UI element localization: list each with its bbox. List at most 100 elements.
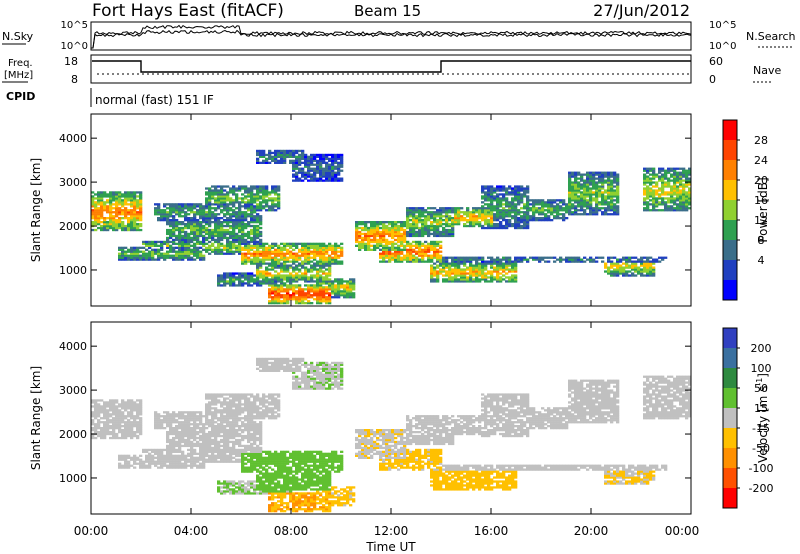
heatmap-cell [472, 258, 476, 261]
heatmap-cell [559, 217, 563, 220]
heatmap-cell [115, 201, 119, 204]
heatmap-cell [361, 228, 365, 232]
heatmap-cell [493, 195, 497, 198]
heatmap-cell [256, 203, 260, 206]
heatmap-cell [121, 466, 125, 469]
heatmap-cell [265, 191, 269, 194]
heatmap-cell [502, 193, 506, 196]
heatmap-cell [103, 415, 107, 418]
heatmap-cell [649, 173, 653, 176]
heatmap-cell [385, 240, 389, 244]
heatmap-cell [448, 280, 452, 283]
heatmap-cell [355, 230, 359, 234]
heatmap-cell [673, 169, 677, 172]
heatmap-cell [283, 153, 287, 157]
heatmap-cell [220, 250, 224, 253]
heatmap-cell [238, 224, 242, 228]
heatmap-cell [316, 284, 320, 287]
heatmap-cell [397, 230, 401, 234]
heatmap-cell [97, 226, 101, 230]
heatmap-cell [223, 203, 227, 206]
heatmap-cell [112, 407, 116, 410]
heatmap-cell [205, 187, 209, 190]
heatmap-cell [106, 221, 110, 224]
heatmap-cell [127, 415, 131, 418]
heatmap-cell [97, 434, 101, 438]
heatmap-cell [271, 276, 275, 279]
heatmap-cell [487, 256, 491, 259]
heatmap-cell [559, 258, 563, 261]
heatmap-cell [214, 193, 218, 196]
heatmap-cell [238, 238, 242, 242]
heatmap-cell [157, 248, 161, 251]
heatmap-cell [289, 256, 293, 259]
heatmap-cell [364, 228, 368, 232]
heatmap-cell [298, 294, 302, 297]
heatmap-cell [259, 240, 263, 244]
heatmap-cell [652, 260, 656, 263]
heatmap-cell [604, 189, 608, 192]
heatmap-cell [304, 284, 308, 287]
heatmap-cell [607, 270, 611, 273]
heatmap-cell [445, 230, 449, 234]
heatmap-cell [682, 189, 686, 192]
heatmap-cell [652, 173, 656, 176]
heatmap-cell [550, 201, 554, 204]
heatmap-cell [124, 258, 128, 261]
heatmap-cell [271, 264, 275, 267]
heatmap-cell [301, 161, 305, 164]
heatmap-cell [277, 252, 281, 255]
heatmap-cell [457, 262, 461, 265]
heatmap-cell [253, 211, 257, 214]
heatmap-cell [685, 193, 689, 196]
heatmap-cell [250, 189, 254, 192]
heatmap-cell [265, 266, 269, 269]
heatmap-cell [304, 266, 308, 269]
heatmap-cell [244, 197, 248, 200]
heatmap-cell [307, 286, 311, 289]
heatmap-cell [325, 282, 329, 285]
heatmap-cell [205, 213, 209, 216]
heatmap-cell [472, 211, 476, 214]
heatmap-cell [250, 274, 254, 277]
heatmap-cell [217, 232, 221, 236]
heatmap-cell [469, 223, 473, 226]
heatmap-cell [295, 171, 299, 174]
heatmap-cell [610, 256, 614, 259]
heatmap-cell [298, 284, 302, 287]
heatmap-cell [178, 234, 182, 238]
heatmap-cell [616, 183, 620, 186]
heatmap-cell [571, 207, 575, 210]
heatmap-cell [304, 161, 308, 164]
heatmap-cell [136, 456, 140, 459]
heatmap-cell [649, 193, 653, 196]
heatmap-cell [91, 197, 95, 200]
heatmap-cell [460, 280, 464, 283]
heatmap-cell [301, 264, 305, 267]
heatmap-cell [136, 195, 140, 198]
heatmap-cell [250, 240, 254, 244]
heatmap-cell [127, 219, 131, 222]
heatmap-cell [172, 258, 176, 261]
heatmap-cell [295, 276, 299, 279]
heatmap-cell [616, 274, 620, 277]
heatmap-cell [565, 211, 569, 214]
heatmap-cell [232, 205, 236, 208]
heatmap-cell [523, 256, 527, 259]
heatmap-cell [646, 167, 650, 170]
heatmap-cell [106, 223, 110, 226]
heatmap-cell [517, 260, 521, 263]
heatmap-cell [247, 223, 251, 226]
heatmap-cell [406, 213, 410, 216]
heatmap-cell [382, 254, 386, 257]
heatmap-cell [571, 183, 575, 186]
heatmap-cell [229, 246, 233, 249]
heatmap-cell [313, 254, 317, 257]
heatmap-cell [298, 171, 302, 174]
heatmap-cell [469, 224, 473, 228]
heatmap-cell [130, 399, 134, 402]
heatmap-cell [649, 167, 653, 170]
heatmap-cell [511, 207, 515, 210]
heatmap-cell [430, 258, 434, 261]
heatmap-cell [604, 207, 608, 210]
